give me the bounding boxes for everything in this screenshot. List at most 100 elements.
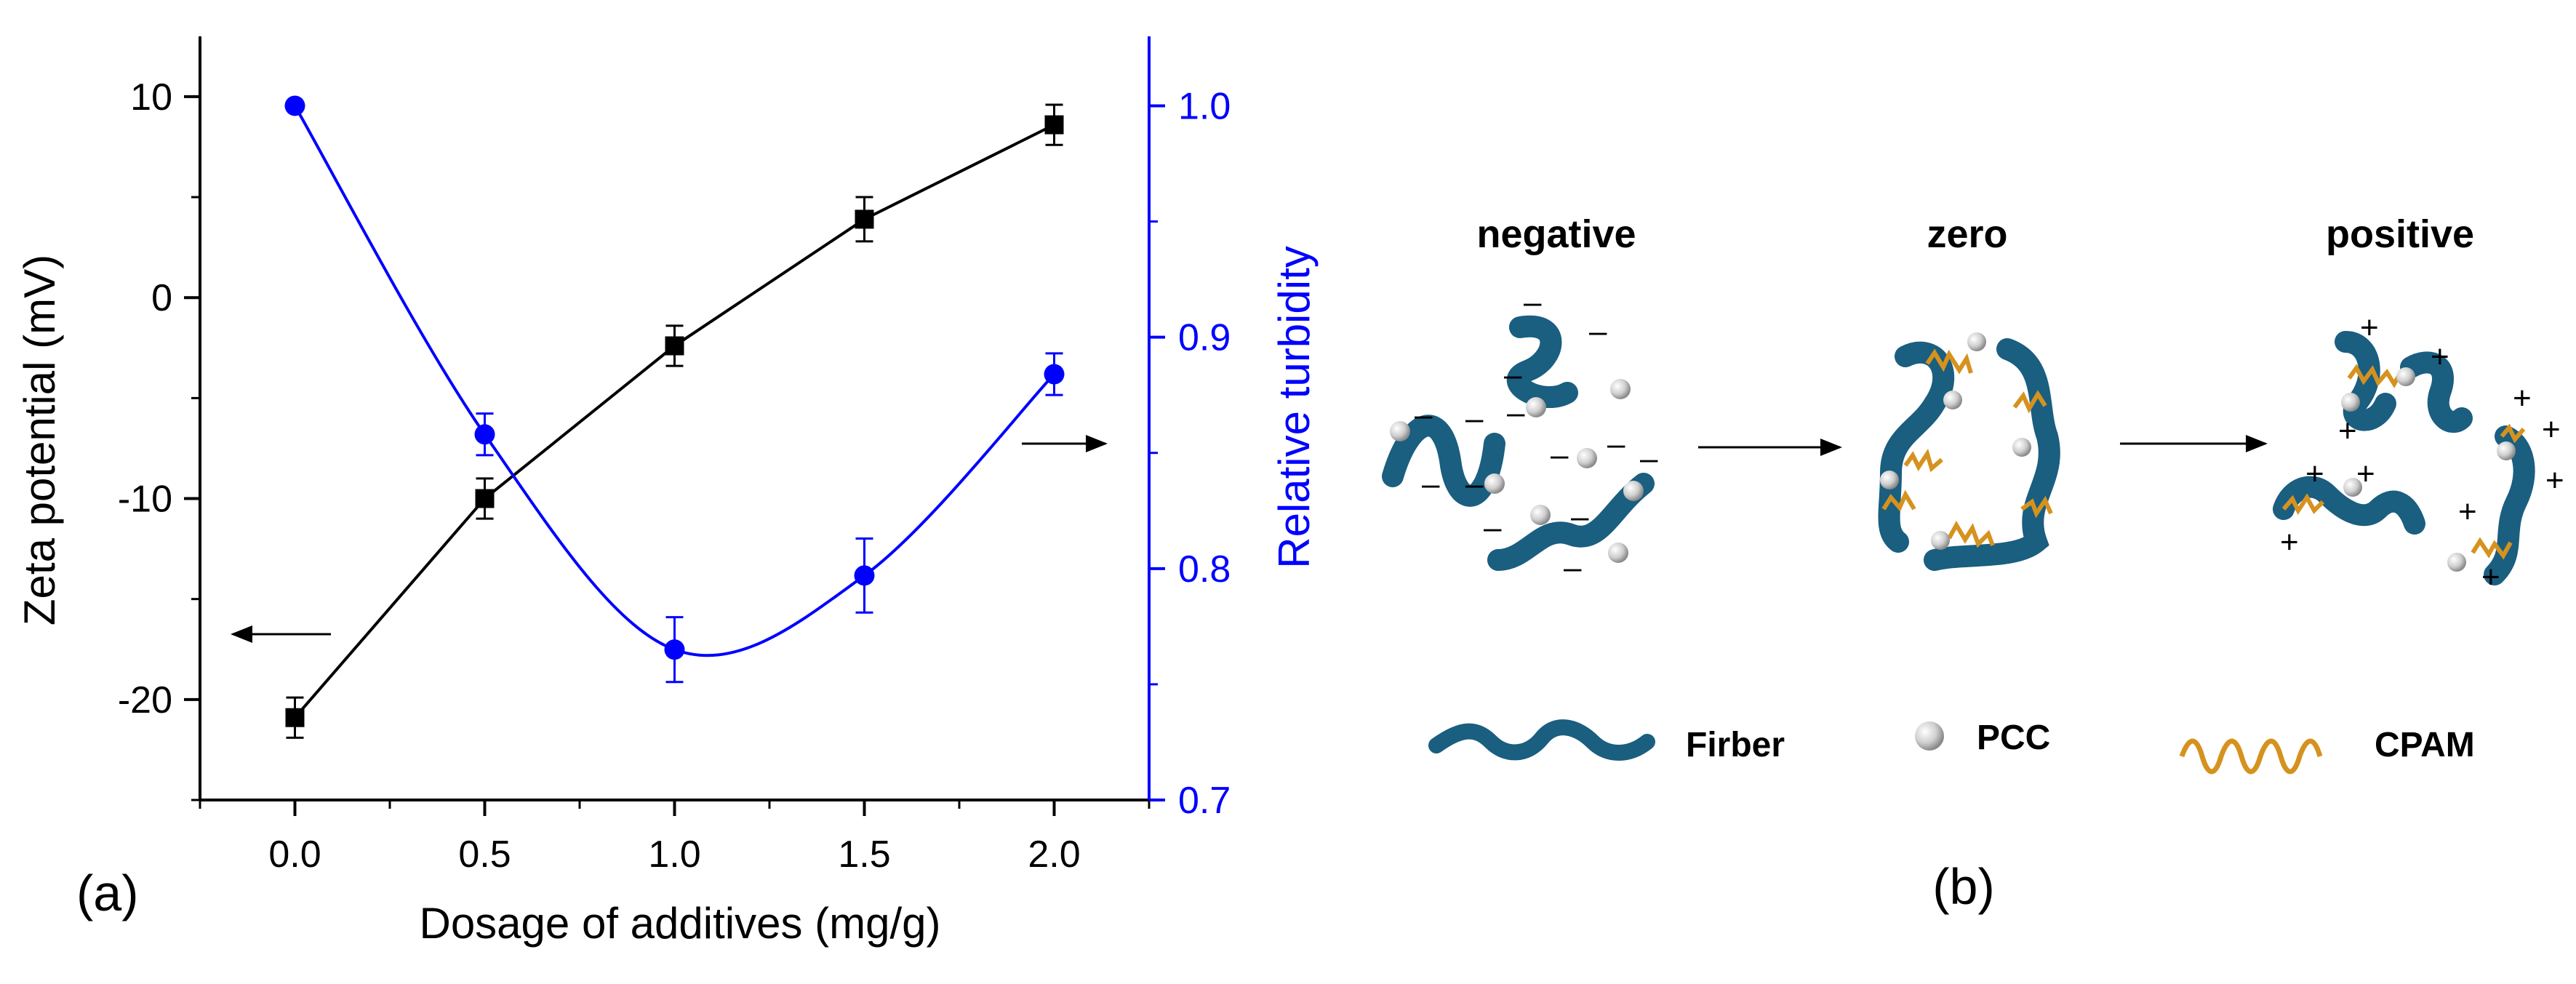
pcc-particle (1608, 543, 1628, 563)
y-right-axis-title: Relative turbidity (1270, 246, 1319, 569)
pcc-legend-label: PCC (1977, 719, 2050, 757)
fiber-strand (2400, 351, 2473, 433)
negative-charge-sign: – (1564, 550, 1582, 585)
pcc-particle (1610, 379, 1631, 399)
positive-charge-sign: + (2458, 494, 2477, 529)
pcc-particle (1931, 531, 1950, 550)
turbidity-data-point (1044, 364, 1065, 385)
y-right-tick-label: 0.7 (1178, 780, 1231, 822)
x-tick-label: 1.0 (648, 833, 700, 876)
panel-label-b: (b) (1932, 858, 1995, 915)
pcc-particle (2497, 441, 2516, 460)
fiber-strand (1878, 341, 1955, 553)
positive-charge-sign: + (2481, 559, 2500, 595)
x-tick-label: 2.0 (1028, 833, 1080, 876)
pcc-particle (2341, 393, 2360, 412)
pcc-legend-swatch (1915, 721, 1944, 751)
y-left-axis-title: Zeta potential (mV) (15, 255, 64, 625)
turbidity-data-point (664, 639, 685, 660)
negative-charge-sign: – (1589, 313, 1607, 349)
positive-charge-sign: + (2360, 310, 2379, 345)
fiber-strand (1382, 415, 1505, 507)
cpam-legend-label: CPAM (2375, 726, 2475, 764)
pcc-particle (1526, 397, 1546, 417)
pcc-particle (1943, 391, 1962, 409)
pcc-particle (2396, 367, 2415, 386)
chart-axes: 0.0 0.5 1.0 1.5 2.0 -20 -10 0 10 0.7 0.8 0.9 1.0 (118, 36, 1231, 876)
negative-charge-sign: – (1422, 466, 1440, 502)
turbidity-data-point (284, 95, 305, 116)
panel-label-a: (a) (76, 865, 139, 921)
pcc-particle (2343, 478, 2362, 497)
pcc-particle (1577, 448, 1597, 468)
turbidity-data-point (854, 565, 875, 586)
negative-charge-sign: – (1507, 395, 1525, 431)
positive-charge-sign: + (2305, 456, 2324, 492)
cpam-chain (1881, 348, 2053, 548)
negative-charge-sign: – (1571, 499, 1589, 535)
zeta-data-point (665, 336, 684, 356)
negative-state-illustration: – – – – – – – – – – – – – – (1382, 284, 1658, 585)
y-right-tick-label: 0.8 (1178, 548, 1231, 591)
zeta-data-point (475, 489, 495, 508)
negative-charge-sign: – (1415, 397, 1433, 433)
y-left-tick-label: -10 (118, 479, 172, 521)
x-tick-label: 0.5 (458, 833, 511, 876)
state-label-negative: negative (1476, 212, 1636, 256)
x-axis-title: Dosage of additives (mg/g) (419, 899, 940, 948)
cpam-legend-swatch (2179, 738, 2323, 775)
negative-charge-sign: – (1484, 510, 1502, 545)
turbidity-data-point (474, 424, 495, 445)
y-left-tick-label: 10 (130, 76, 172, 119)
y-left-tick-label: 0 (151, 277, 172, 319)
positive-charge-sign: + (2545, 463, 2564, 498)
positive-charge-sign: + (2356, 456, 2375, 492)
negative-charge-sign: – (1607, 426, 1625, 462)
fiber-strand (1507, 315, 1578, 408)
y-right-tick-label: 1.0 (1178, 85, 1231, 127)
fiber-strand (2273, 476, 2425, 535)
zeta-data-point (1044, 115, 1064, 135)
negative-charge-sign: – (1465, 401, 1484, 436)
positive-charge-sign: + (2431, 339, 2449, 375)
negative-charge-sign: – (1640, 441, 1658, 476)
pcc-particle (1390, 421, 1410, 441)
fiber-legend-swatch (1428, 719, 1655, 761)
chart-series-group (284, 95, 1065, 739)
positive-charge-sign: + (2280, 524, 2299, 560)
negative-charge-sign: – (1524, 284, 1542, 320)
pcc-particle (2012, 438, 2031, 457)
cpam-chain (2281, 364, 2526, 560)
pcc-particle (1530, 505, 1551, 525)
zero-state-illustration (1878, 332, 2060, 571)
zeta-data-point (855, 209, 874, 229)
pcc-particle (1484, 473, 1505, 494)
pcc-particle (1623, 481, 1644, 501)
x-tick-label: 0.0 (268, 833, 321, 876)
fiber-legend-label: Firber (1686, 726, 1785, 764)
positive-charge-sign: + (2513, 380, 2532, 416)
chart-panel: 0.0 0.5 1.0 1.5 2.0 -20 -10 0 10 0.7 0.8 0.9 1.0 Zet… (15, 36, 1319, 948)
pcc-particle (1880, 471, 1899, 489)
state-label-zero: zero (1927, 212, 2007, 256)
fiber-strand (1924, 338, 2060, 571)
y-right-tick-label: 0.9 (1178, 317, 1231, 359)
negative-charge-sign: – (1504, 357, 1522, 393)
schematic-legend: Firber PCC CPAM (1428, 719, 2475, 775)
x-tick-label: 1.5 (838, 833, 890, 876)
schematic-panel: negative zero positive – – – – – – – – –… (1382, 212, 2564, 915)
positive-state-illustration: + + + + + + + + + + + (2273, 310, 2564, 595)
state-label-positive: positive (2326, 212, 2474, 256)
turbidity-series-line (293, 105, 1055, 657)
fiber-strand (1487, 473, 1655, 571)
zeta-data-point (285, 708, 305, 727)
pcc-particle (2447, 553, 2466, 572)
pcc-particle (1967, 332, 1986, 351)
y-left-tick-label: -20 (118, 679, 172, 721)
positive-charge-sign: + (2542, 412, 2561, 447)
negative-charge-sign: – (1465, 466, 1484, 502)
positive-charge-sign: + (2338, 413, 2357, 449)
negative-charge-sign: – (1551, 437, 1569, 473)
